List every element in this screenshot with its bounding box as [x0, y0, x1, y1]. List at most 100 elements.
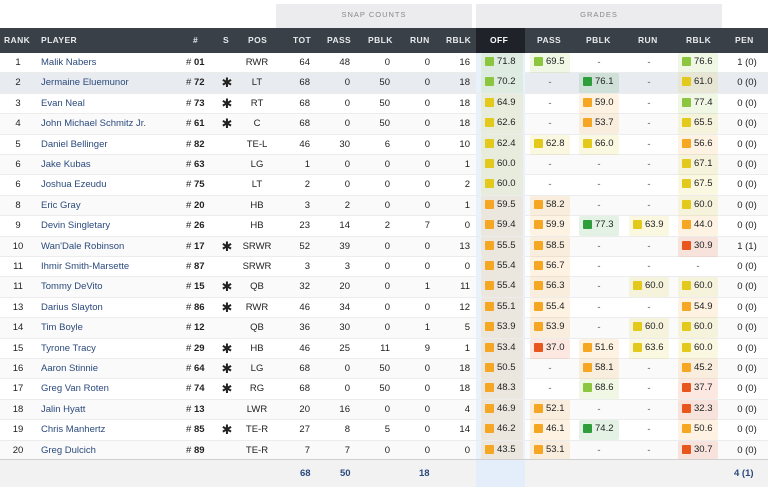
- player-name-link[interactable]: John Michael Schmitz Jr.: [41, 118, 147, 130]
- grade-g_pblk: 51.6: [579, 338, 619, 359]
- grade-color-indicator: [534, 220, 543, 230]
- table-header: RANK PLAYER # S POS TOT PASS PBLK RUN RB…: [0, 28, 768, 53]
- header-grade-rblk[interactable]: RBLK: [686, 35, 712, 45]
- header-starter[interactable]: S: [223, 35, 230, 45]
- player-name-link[interactable]: Evan Neal: [41, 97, 85, 109]
- table-row[interactable]: 4 John Michael Schmitz Jr. C 68 0 50 0 18 0 (0) #…: [0, 114, 768, 135]
- table-row[interactable]: 10 Wan'Dale Robinson SRWR 52 39 0 0 13 1 (1) # 17…: [0, 236, 768, 257]
- header-pblk[interactable]: PBLK: [368, 35, 393, 45]
- header-number[interactable]: #: [193, 35, 199, 45]
- cell-tot: 68: [299, 97, 310, 109]
- table-row[interactable]: 6 Joshua Ezeudu LT 2 0 0 0 2 0 (0) # 75 60.0 - - - 67.…: [0, 175, 768, 196]
- cell-rblk: 18: [459, 383, 470, 395]
- table-row[interactable]: 20 Greg Dulcich TE-R 7 7 0 0 0 0 (0) # 89 43.5 53.1…: [0, 440, 768, 461]
- jersey-hash: #: [186, 383, 194, 395]
- player-name-link[interactable]: Tommy DeVito: [41, 281, 103, 293]
- grade-value: 45.2: [694, 362, 713, 373]
- cell-pen: 0 (0): [737, 301, 757, 313]
- player-name-link[interactable]: Chris Manhertz: [41, 424, 106, 436]
- column-group-row: SNAP COUNTS GRADES: [0, 0, 768, 28]
- grade-color-indicator: [485, 363, 494, 372]
- header-rank[interactable]: RANK: [4, 35, 31, 45]
- jersey-hash: #: [186, 118, 194, 130]
- header-grade-run[interactable]: RUN: [638, 35, 658, 45]
- player-name-link[interactable]: Jalin Hyatt: [41, 403, 86, 415]
- player-name-link[interactable]: Jake Kubas: [41, 159, 91, 170]
- table-row[interactable]: 15 Tyrone Tracy HB 46 25 11 9 1 0 (0) # 29 ✱ 53.4 37…: [0, 338, 768, 359]
- cell-pass: 7: [344, 444, 350, 456]
- table-row[interactable]: 18 Jalin Hyatt LWR 20 16 0 0 4 0 (0) # 13 46.9 52.1…: [0, 399, 768, 421]
- player-name-link[interactable]: Greg Van Roten: [41, 383, 109, 395]
- header-tot[interactable]: TOT: [293, 35, 312, 45]
- cell-rank: 17: [12, 383, 24, 395]
- grade-off: 64.9: [481, 93, 523, 114]
- grade-value: 59.0: [595, 96, 614, 108]
- jersey-value: 72: [193, 77, 205, 89]
- player-name-link[interactable]: Aaron Stinnie: [41, 363, 99, 374]
- grade-color-indicator: [485, 118, 494, 128]
- header-off[interactable]: OFF: [490, 35, 509, 45]
- table-row[interactable]: 13 Darius Slayton RWR 46 34 0 0 12 0 (0) # 86 ✱ 55.…: [0, 297, 768, 319]
- jersey-value: 87: [193, 261, 205, 272]
- table-row[interactable]: 2 Jermaine Eluemunor LT 68 0 50 0 18 0 (0) # 72 ✱ 7…: [0, 73, 768, 94]
- header-run[interactable]: RUN: [410, 35, 430, 45]
- cell-pblk: 0: [384, 179, 390, 191]
- grade-off: 46.9: [481, 399, 523, 420]
- table-row[interactable]: 5 Daniel Bellinger TE-L 46 30 6 0 10 0 (0) # 82 62…: [0, 134, 768, 155]
- cell-tot: 20: [299, 403, 310, 415]
- table-row[interactable]: 11 Ihmir Smith-Marsette SRWR 3 3 0 0 0 0 (0) # 87…: [0, 257, 768, 278]
- table-row[interactable]: 8 Eric Gray HB 3 2 0 0 1 0 (0) # 20 59.5 58.2- -60.0: [0, 195, 768, 217]
- player-name-link[interactable]: Jermaine Eluemunor: [41, 77, 129, 89]
- header-pen[interactable]: PEN: [735, 35, 754, 45]
- cell-jersey-number: # 87: [186, 257, 218, 277]
- player-name-link[interactable]: Darius Slayton: [41, 301, 103, 313]
- table-row[interactable]: 14 Tim Boyle QB 36 30 0 1 5 0 (0) # 12 53.9 53.9 - 60…: [0, 318, 768, 339]
- header-rblk[interactable]: RBLK: [446, 35, 472, 45]
- table-row[interactable]: 1 Malik Nabers RWR 64 48 0 0 16 1 (0) # 01 71.8 69.…: [0, 53, 768, 74]
- header-pass[interactable]: PASS: [327, 35, 352, 45]
- cell-pos: TE-R: [245, 424, 269, 436]
- table-row[interactable]: 9 Devin Singletary HB 23 14 2 7 0 0 (0) # 26 59.4 5…: [0, 216, 768, 237]
- cell-tot: 68: [299, 77, 310, 89]
- player-name-link[interactable]: Eric Gray: [41, 199, 81, 211]
- header-grade-pblk[interactable]: PBLK: [586, 35, 611, 45]
- cell-run: 0: [424, 403, 430, 415]
- player-name-link[interactable]: Wan'Dale Robinson: [41, 240, 125, 252]
- player-name-link[interactable]: Greg Dulcich: [41, 444, 96, 456]
- grade-value: 53.9: [546, 321, 565, 333]
- table-row[interactable]: 11 Tommy DeVito QB 32 20 0 1 11 0 (0) # 15 ✱ 55.4 56…: [0, 277, 768, 298]
- table-row[interactable]: 19 Chris Manhertz TE-R 27 8 5 0 14 0 (0) # 85 ✱ 46.…: [0, 420, 768, 441]
- grade-value: 52.1: [546, 402, 565, 414]
- player-name-link[interactable]: Daniel Bellinger: [41, 138, 108, 150]
- cell-pen: 0 (0): [737, 97, 757, 109]
- player-name-link[interactable]: Malik Nabers: [41, 57, 97, 68]
- grade-color-indicator: [485, 424, 494, 434]
- cell-jersey-number: # 82: [186, 135, 218, 155]
- player-name-link[interactable]: Joshua Ezeudu: [41, 179, 107, 191]
- cell-pos: LG: [250, 363, 264, 374]
- player-name-link[interactable]: Tyrone Tracy: [41, 342, 96, 354]
- table-row[interactable]: 6 Jake Kubas LG 1 0 0 0 1 0 (0) # 63 60.0 - - - 67.1: [0, 155, 768, 176]
- grade-value: 48.3: [497, 382, 516, 394]
- jersey-hash: #: [186, 363, 194, 374]
- player-name-link[interactable]: Devin Singletary: [41, 220, 111, 232]
- grade-value: 59.5: [497, 198, 516, 210]
- cell-pblk: 0: [384, 199, 390, 211]
- grade-value: 58.1: [595, 362, 614, 373]
- cell-pass: 0: [344, 179, 350, 191]
- table-row[interactable]: 17 Greg Van Roten RG 68 0 50 0 18 0 (0) # 74 ✱ 48.3…: [0, 379, 768, 400]
- grade-value: 66.0: [595, 137, 614, 149]
- grade-g_pblk: 58.1: [579, 359, 619, 379]
- starter-star-icon: [218, 53, 236, 73]
- header-player[interactable]: PLAYER: [41, 35, 78, 45]
- grade-value: 68.6: [595, 382, 614, 394]
- table-row[interactable]: 3 Evan Neal RT 68 0 50 0 18 0 (0) # 73 ✱ 64.9-59.0-…: [0, 93, 768, 115]
- player-name-link[interactable]: Ihmir Smith-Marsette: [41, 261, 130, 272]
- header-grade-pass[interactable]: PASS: [537, 35, 562, 45]
- header-pos[interactable]: POS: [248, 35, 268, 45]
- grade-off: 62.6: [481, 114, 523, 135]
- table-row[interactable]: 16 Aaron Stinnie LG 68 0 50 0 18 0 (0) # 64 ✱ 50.5-…: [0, 359, 768, 380]
- grade-value: 60.0: [645, 280, 664, 292]
- grade-color-indicator: [534, 138, 543, 148]
- player-name-link[interactable]: Tim Boyle: [41, 322, 83, 334]
